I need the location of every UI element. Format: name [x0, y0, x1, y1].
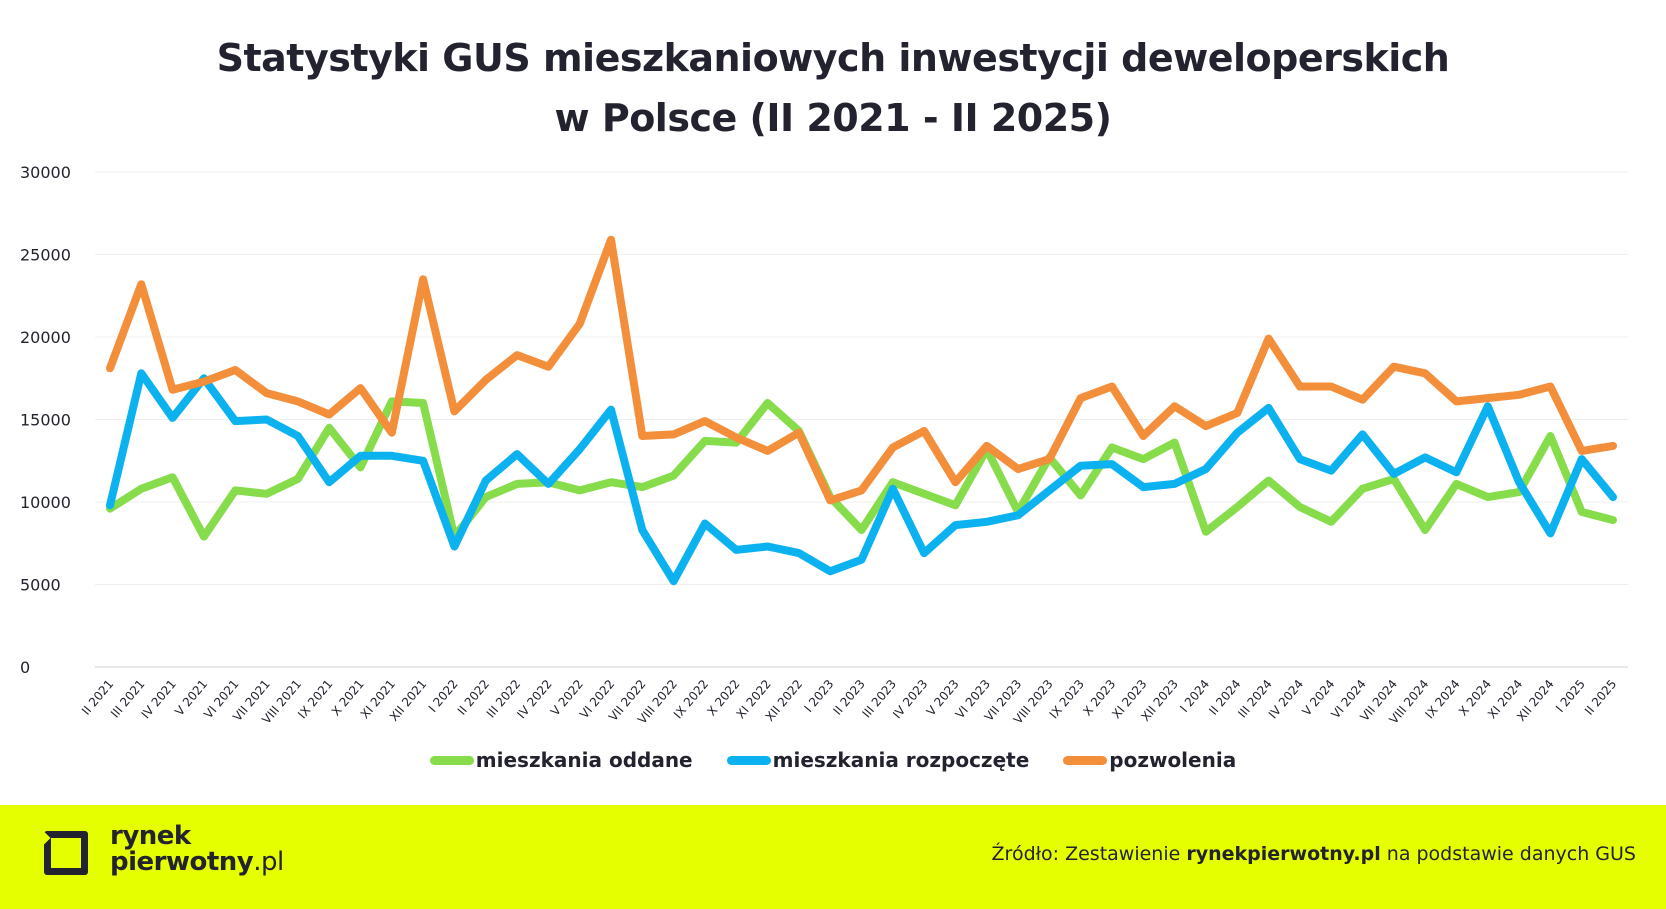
legend-swatch — [429, 755, 474, 765]
footer-bar: rynek pierwotny.pl Źródło: Zestawienie r… — [0, 805, 1666, 909]
logo-mark-icon — [44, 831, 88, 875]
source-note: Źródło: Zestawienie rynekpierwotny.pl na… — [992, 843, 1636, 865]
series-line-1 — [106, 369, 1617, 586]
series-lines — [106, 235, 1617, 586]
chart-title-line-1: Statystyki GUS mieszkaniowych inwestycji… — [216, 36, 1450, 80]
legend-item: mieszkania rozpoczęte — [726, 748, 1030, 772]
y-axis-ticks: 0 5000 10000 15000 20000 25000 30000 — [20, 163, 71, 677]
series-line-2 — [106, 235, 1617, 505]
chart-title: Statystyki GUS mieszkaniowych inwestycji… — [0, 28, 1666, 148]
legend-swatch — [1063, 755, 1108, 765]
logo-line-2: pierwotny — [110, 847, 254, 877]
logo-line-1: rynek — [110, 821, 191, 851]
y-tick-label: 30000 — [20, 163, 71, 182]
series-line-0 — [106, 397, 1617, 541]
source-site: rynekpierwotny.pl — [1186, 843, 1381, 865]
y-tick-label: 0 — [20, 658, 30, 677]
y-tick-label: 25000 — [20, 246, 71, 265]
legend-label: pozwolenia — [1109, 748, 1237, 772]
logo-suffix: .pl — [253, 847, 284, 877]
y-tick-label: 20000 — [20, 328, 71, 347]
chart-title-line-2: w Polsce (II 2021 - II 2025) — [554, 96, 1112, 140]
source-prefix: Źródło: Zestawienie — [991, 843, 1187, 865]
legend-item: mieszkania oddane — [429, 748, 693, 772]
gridlines — [95, 171, 1628, 668]
legend: mieszkania oddane mieszkania rozpoczęte po… — [0, 748, 1666, 772]
legend-label: mieszkania rozpoczęte — [772, 748, 1030, 772]
y-tick-label: 15000 — [20, 411, 71, 430]
line-chart: 0 5000 10000 15000 20000 25000 30000 II 2021II… — [20, 163, 1628, 727]
x-tick-label: II 2025 — [1582, 677, 1619, 718]
y-tick-label: 10000 — [20, 493, 71, 512]
legend-item: pozwolenia — [1063, 748, 1236, 772]
legend-swatch — [726, 755, 771, 765]
logo[interactable]: rynek pierwotny.pl — [110, 823, 284, 875]
legend-label: mieszkania oddane — [475, 748, 693, 772]
source-suffix: na podstawie danych GUS — [1380, 843, 1636, 865]
y-tick-label: 5000 — [20, 576, 61, 595]
